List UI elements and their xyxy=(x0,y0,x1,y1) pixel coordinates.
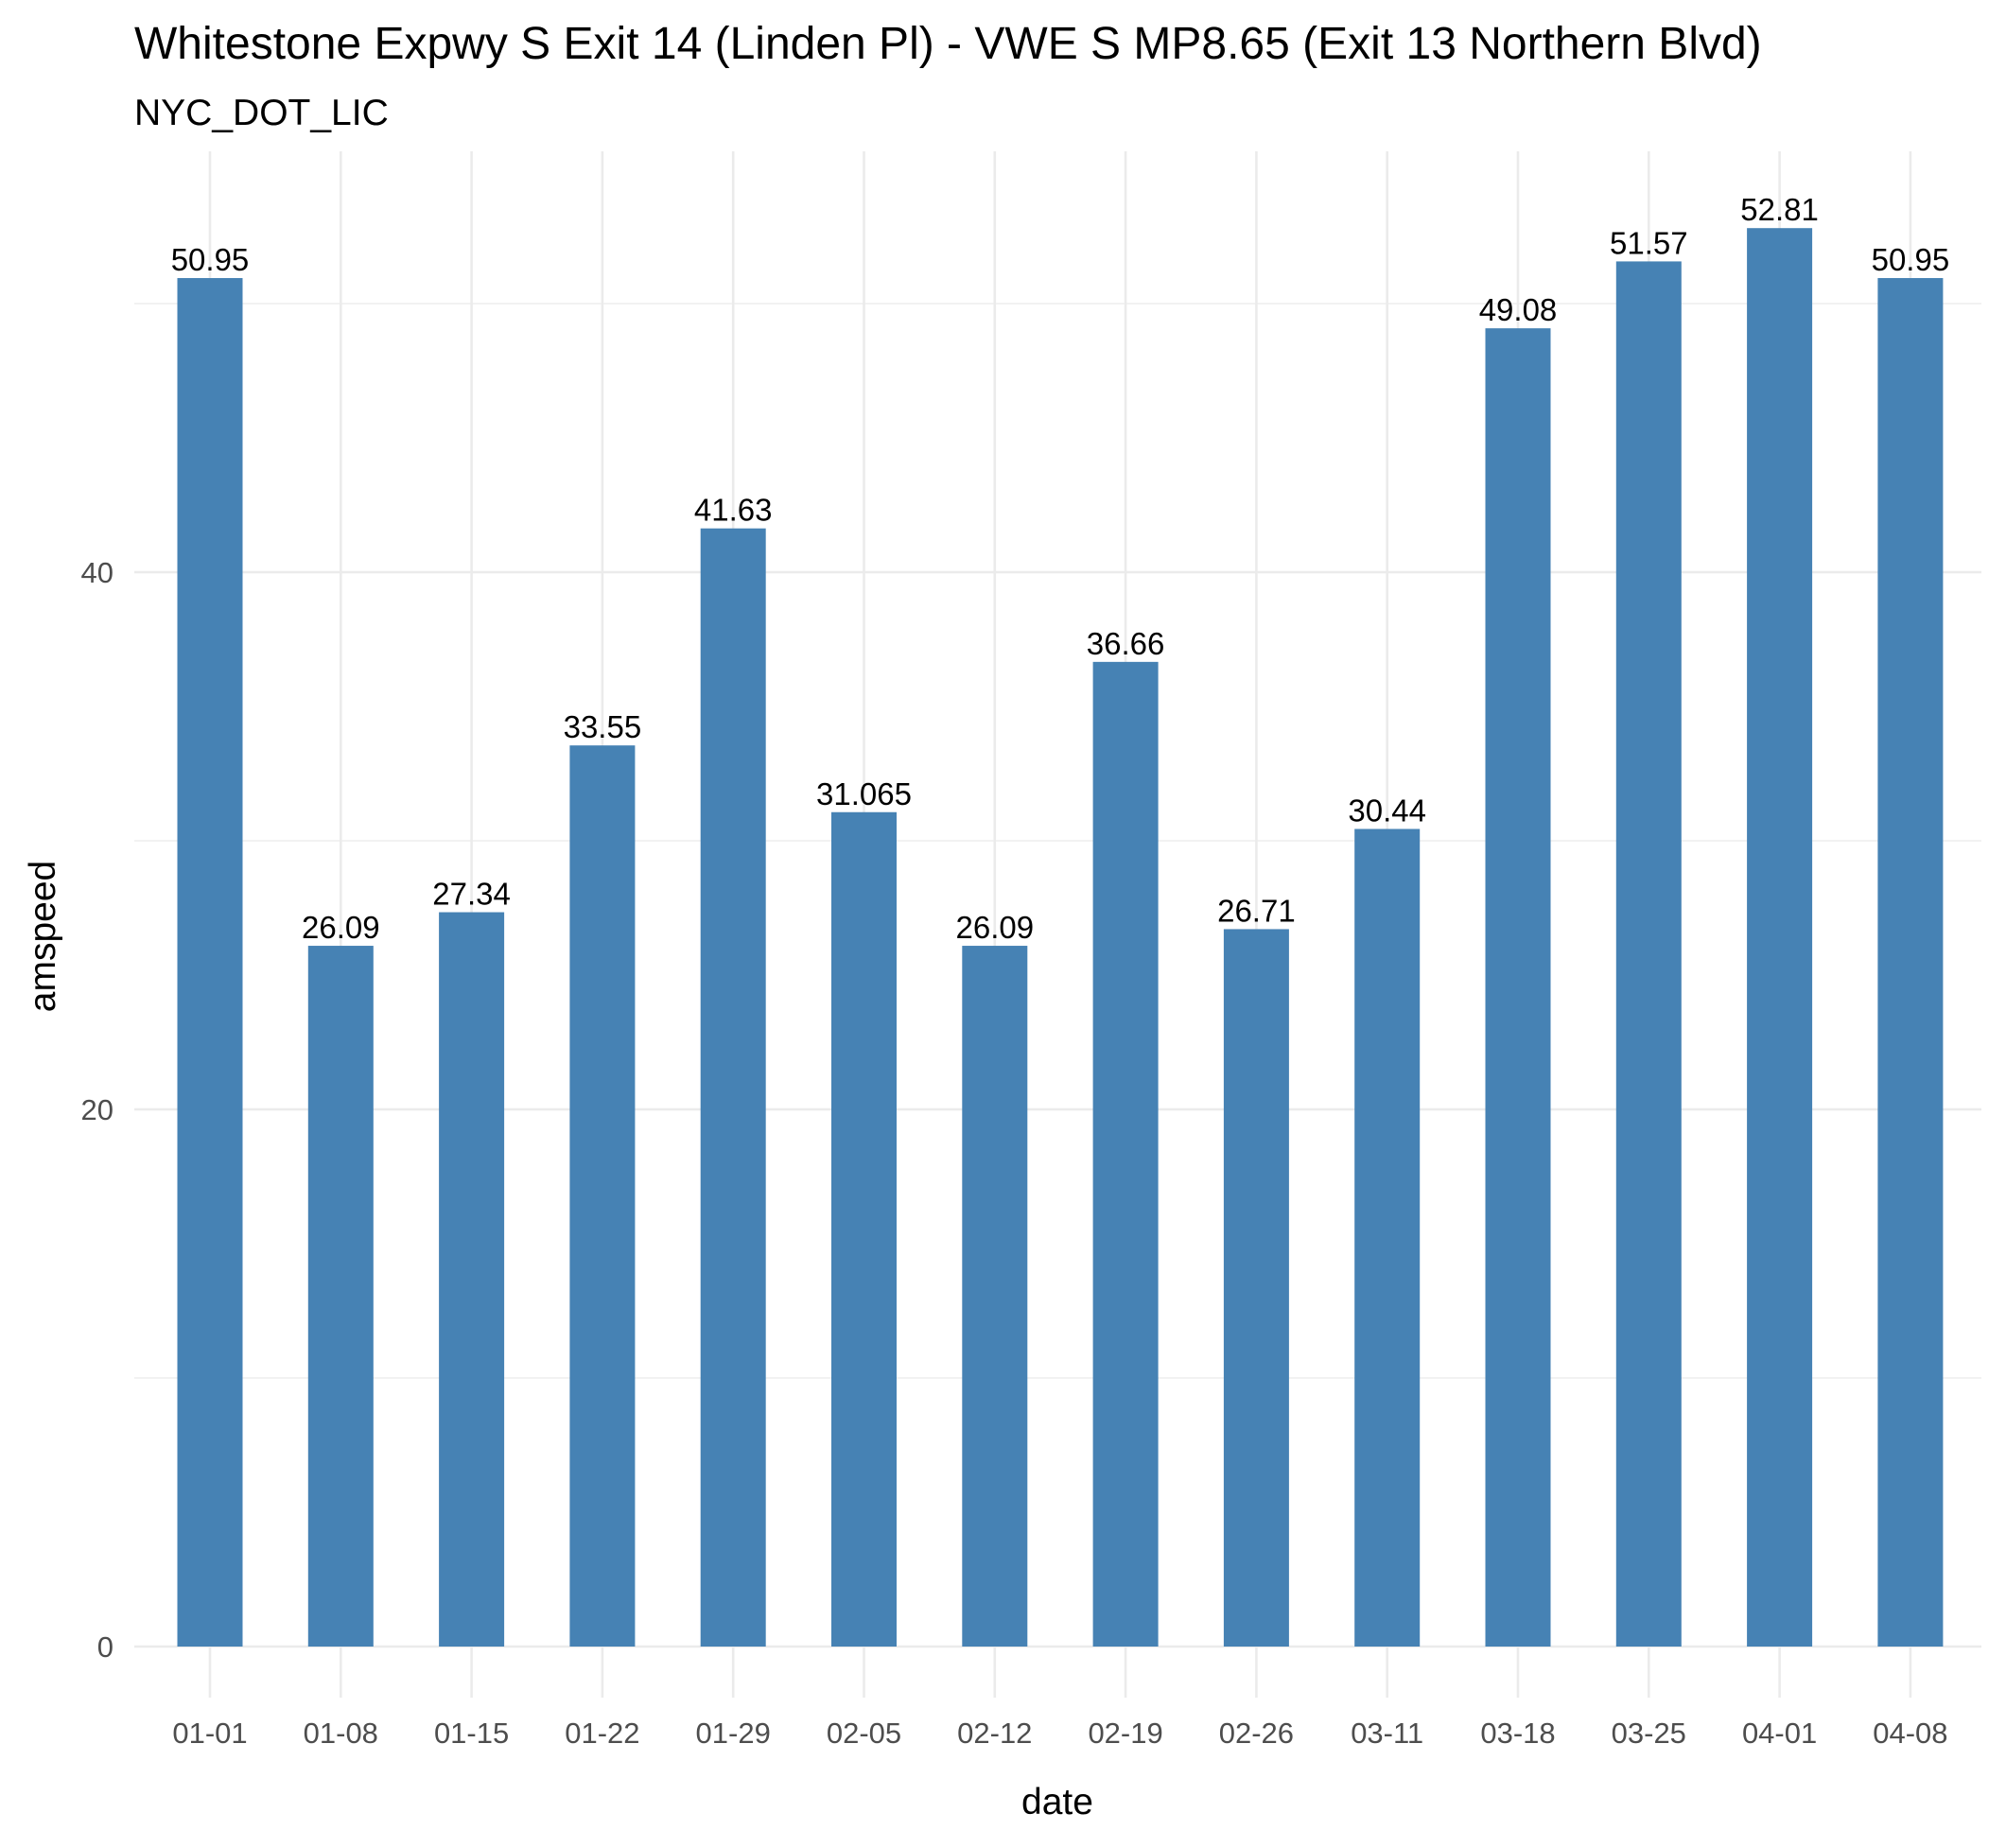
data-label: 41.63 xyxy=(694,493,773,528)
y-axis-ticks: 0 20 40 xyxy=(81,556,113,1664)
x-tick-label: 03-11 xyxy=(1351,1717,1423,1750)
bar xyxy=(569,745,636,1647)
x-axis-title: date xyxy=(1021,1782,1093,1822)
x-tick-label: 01-08 xyxy=(304,1717,378,1750)
data-label: 49.08 xyxy=(1479,292,1558,327)
bar xyxy=(1485,328,1551,1648)
bar xyxy=(962,946,1028,1647)
data-label: 51.57 xyxy=(1610,225,1688,260)
data-label: 27.34 xyxy=(432,877,511,912)
data-label: 30.44 xyxy=(1348,793,1426,828)
bar xyxy=(1747,228,1813,1647)
data-label: 36.66 xyxy=(1087,626,1165,661)
chart-title: Whitestone Expwy S Exit 14 (Linden Pl) -… xyxy=(134,19,1762,69)
y-tick-label: 20 xyxy=(81,1093,113,1126)
x-axis-ticks: 01-01 01-08 01-15 01-22 01-29 02-05 02-12 02-19… xyxy=(172,1717,1947,1750)
bar xyxy=(700,528,766,1647)
x-tick-label: 03-18 xyxy=(1480,1717,1555,1750)
x-tick-label: 02-26 xyxy=(1219,1717,1294,1750)
bar xyxy=(1877,278,1944,1647)
bar xyxy=(439,912,505,1647)
bar xyxy=(1092,661,1159,1648)
data-label: 31.065 xyxy=(816,776,912,811)
bar xyxy=(831,811,897,1647)
x-tick-label: 03-25 xyxy=(1612,1717,1686,1750)
data-label: 26.09 xyxy=(956,910,1035,945)
data-label: 26.71 xyxy=(1217,893,1296,928)
bar xyxy=(177,278,243,1647)
y-tick-label: 40 xyxy=(81,556,113,589)
x-tick-label: 01-01 xyxy=(172,1717,247,1750)
bar xyxy=(1354,828,1421,1647)
x-tick-label: 02-19 xyxy=(1088,1717,1162,1750)
x-tick-label: 01-15 xyxy=(434,1717,509,1750)
data-label: 26.09 xyxy=(302,910,380,945)
x-tick-label: 01-29 xyxy=(696,1717,771,1750)
x-tick-label: 02-12 xyxy=(957,1717,1032,1750)
bar xyxy=(307,946,374,1647)
x-tick-label: 02-05 xyxy=(827,1717,901,1750)
bar xyxy=(1223,929,1289,1647)
y-tick-label: 0 xyxy=(97,1630,113,1664)
data-label: 33.55 xyxy=(564,709,642,744)
data-label: 50.95 xyxy=(1872,242,1950,277)
data-label: 50.95 xyxy=(171,242,250,277)
bar xyxy=(1615,261,1682,1647)
data-labels: 50.95 26.09 27.34 33.55 41.63 31.065 26.09 36.6… xyxy=(171,192,1949,945)
x-tick-label: 04-01 xyxy=(1742,1717,1817,1750)
x-tick-label: 01-22 xyxy=(565,1717,639,1750)
chart-subtitle: NYC_DOT_LIC xyxy=(134,93,389,133)
x-tick-label: 04-08 xyxy=(1873,1717,1947,1750)
bars xyxy=(177,228,1944,1648)
data-label: 52.81 xyxy=(1740,192,1819,227)
y-axis-title: amspeed xyxy=(23,861,63,1012)
